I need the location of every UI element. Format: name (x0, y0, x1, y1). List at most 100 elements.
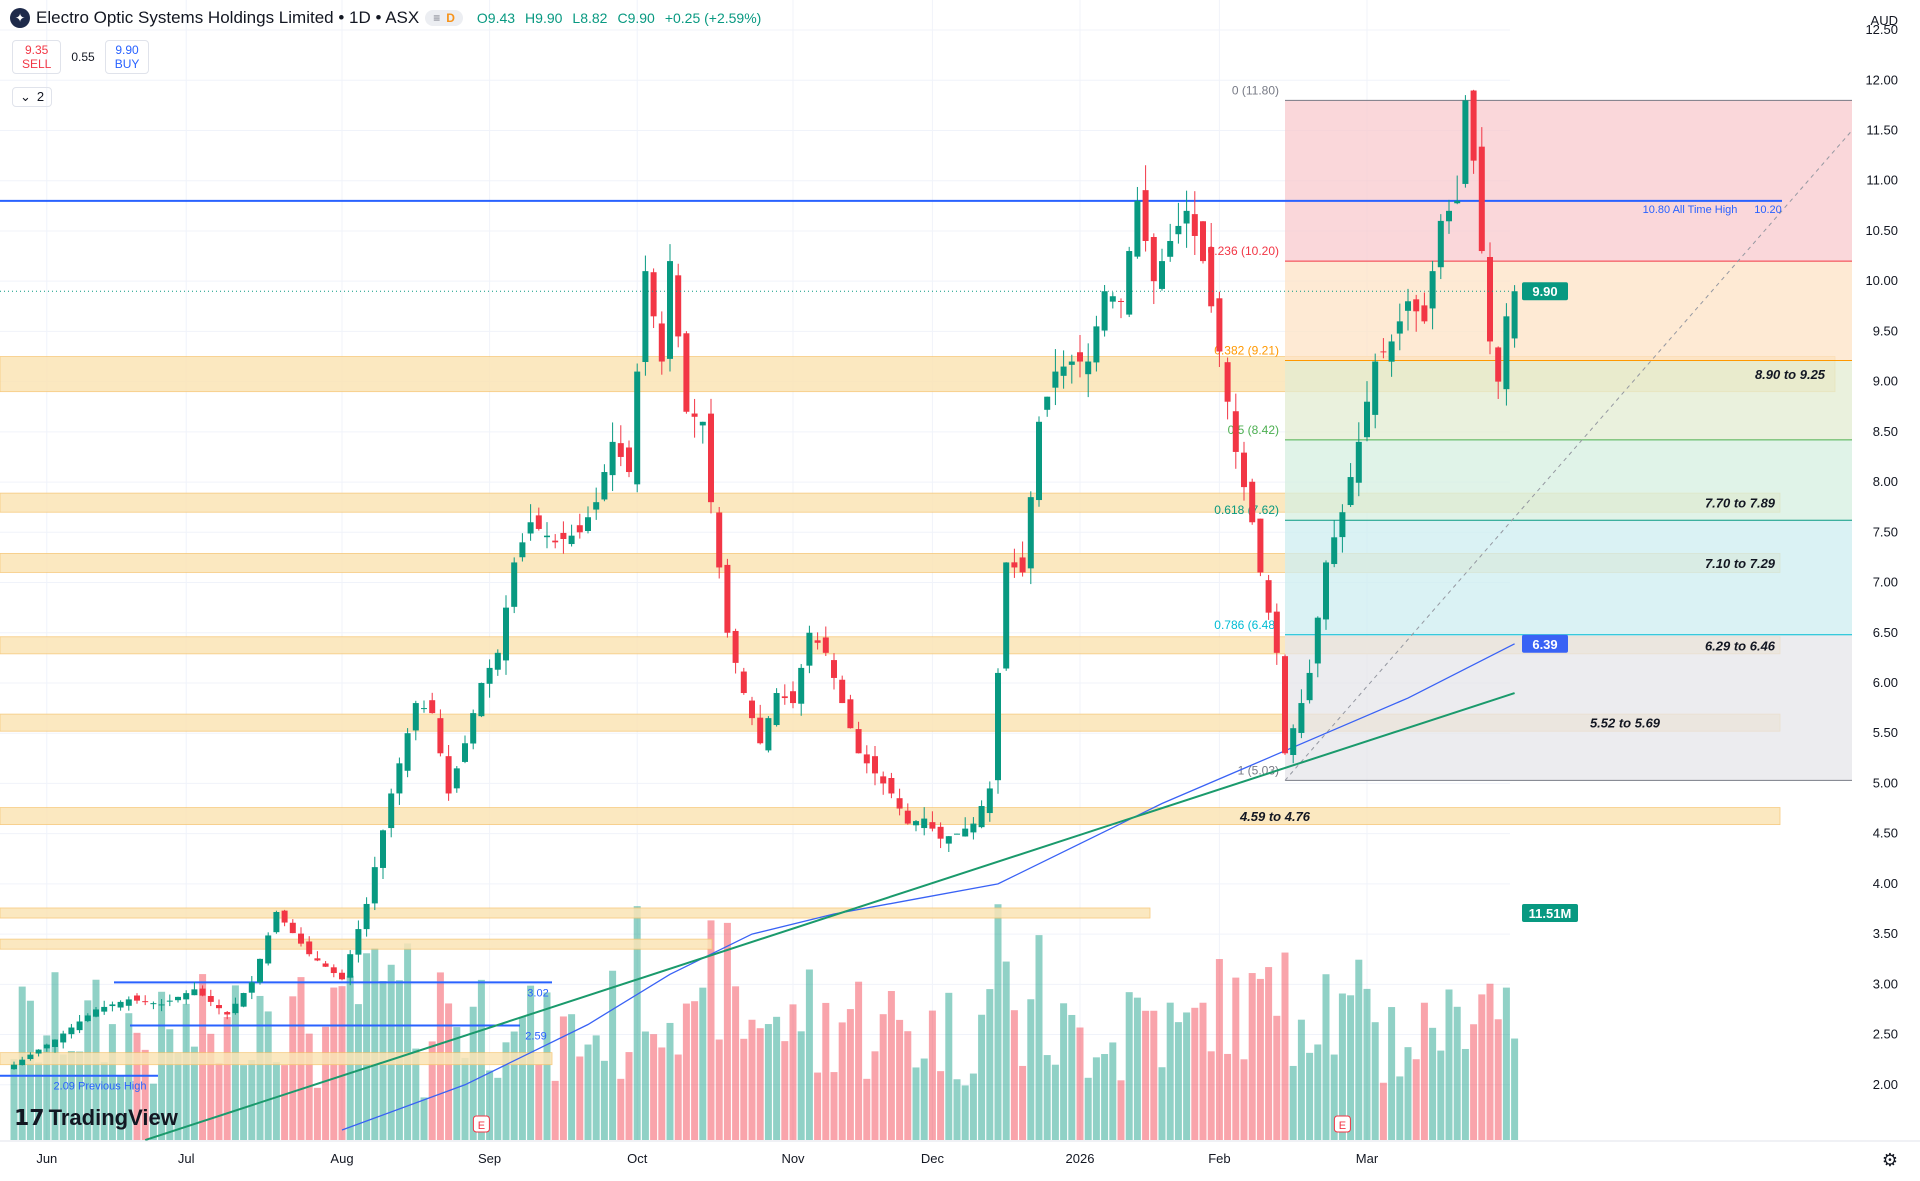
candle-body (453, 768, 460, 789)
candle-body (125, 999, 132, 1006)
candle-body (339, 972, 345, 980)
volume-bar (994, 904, 1002, 1140)
volume-bar (1117, 1080, 1125, 1140)
volume-bar (1232, 977, 1240, 1140)
candle-body (1282, 656, 1288, 754)
indicators-toggle[interactable]: ⌄ 2 (12, 87, 53, 107)
volume-bar (1396, 1076, 1404, 1140)
candle-body (1060, 366, 1067, 376)
candle-body (626, 447, 632, 473)
support-zone (0, 1052, 553, 1066)
candle-body (1372, 361, 1379, 415)
candle-body (314, 958, 321, 961)
volume-bar (207, 1033, 215, 1140)
candle-body (462, 743, 468, 762)
volume-bar (830, 1072, 838, 1140)
horizontal-line-label: 2.59 (525, 1031, 546, 1043)
volume-bar (35, 1062, 43, 1140)
y-tick-label: 12.00 (1865, 72, 1898, 87)
candle-body (913, 821, 919, 826)
candle-body (970, 823, 977, 833)
volume-bar (896, 1019, 904, 1140)
candle-body (1068, 361, 1075, 365)
volume-bar (412, 1048, 420, 1140)
gear-icon[interactable]: ⚙ (1881, 1150, 1898, 1170)
chart-header: ✦ Electro Optic Systems Holdings Limited… (10, 8, 761, 28)
symbol-title[interactable]: Electro Optic Systems Holdings Limited •… (36, 8, 420, 27)
candle-body (1101, 291, 1108, 331)
candle-body (1314, 617, 1321, 664)
volume-bar (510, 1031, 518, 1140)
candle-body (1503, 316, 1510, 390)
candle-body (986, 788, 993, 814)
candle-body (1011, 562, 1018, 568)
volume-bar (84, 1000, 92, 1140)
candle-body (1142, 190, 1149, 241)
volume-bar (1035, 935, 1043, 1140)
x-tick-label: Sep (478, 1151, 501, 1166)
candle-body (1405, 301, 1411, 311)
sell-button[interactable]: 9.35 SELL (12, 40, 62, 74)
y-tick-label: 7.50 (1873, 524, 1898, 539)
volume-bar (445, 1003, 453, 1140)
volume-bar (453, 1027, 461, 1140)
candle-body (158, 1004, 165, 1006)
candle-body (1339, 512, 1346, 538)
volume-bar (723, 922, 731, 1140)
volume-bar (781, 1041, 789, 1140)
candle-body (109, 1004, 116, 1007)
volume-bar (887, 991, 895, 1140)
volume-bar (1265, 967, 1273, 1140)
volume-bar (1101, 1054, 1109, 1140)
candle-body (1044, 396, 1051, 410)
volume-bar (1494, 1019, 1502, 1140)
fib-level-label: 0.382 (9.21) (1214, 344, 1279, 358)
volume-bar (1297, 1019, 1305, 1140)
volume-bar (1306, 1052, 1314, 1140)
volume-bar (1502, 987, 1510, 1140)
last-price-badge-bg (1522, 282, 1568, 301)
y-tick-label: 6.50 (1873, 625, 1898, 640)
earnings-marker-label: E (1339, 1120, 1346, 1132)
y-tick-label: 10.50 (1865, 223, 1898, 238)
volume-bar (1322, 974, 1330, 1140)
candle-body (519, 542, 526, 558)
fib-level-label: 0.786 (6.48) (1214, 618, 1279, 632)
candle-body (412, 703, 419, 731)
volume-bar (1019, 1065, 1027, 1140)
candle-body (1265, 580, 1272, 613)
volume-bar (518, 1016, 526, 1140)
candle-body (166, 1000, 173, 1002)
candle-body (1085, 361, 1092, 375)
candle-body (749, 700, 755, 719)
volume-bar (1486, 983, 1494, 1140)
low-value: L8.82 (572, 10, 608, 26)
candle-body (355, 929, 362, 955)
tradingview-logo[interactable]: 𝟭𝟳 TradingView (14, 1105, 178, 1131)
candle-body (576, 525, 583, 533)
volume-bar (551, 1080, 559, 1140)
currency-label[interactable]: AUD (1870, 13, 1898, 28)
candle-body (1429, 271, 1436, 309)
candle-body (273, 912, 280, 933)
buy-button[interactable]: 9.90 BUY (104, 40, 150, 74)
volume-bar (182, 1003, 190, 1140)
symbol-status-pill[interactable]: ≡ D (425, 10, 463, 26)
candle-body (380, 830, 386, 868)
volume-bar (1191, 1007, 1199, 1140)
fib-level-label: 0 (11.80) (1232, 83, 1279, 97)
volume-bar (363, 953, 371, 1140)
candle-body (478, 682, 485, 717)
volume-bar (928, 1010, 936, 1140)
y-tick-label: 4.00 (1873, 876, 1898, 891)
volume-bar (108, 1024, 116, 1140)
candle-body (593, 502, 600, 510)
support-zone (0, 807, 1781, 826)
x-tick-label: Mar (1356, 1151, 1379, 1166)
volume-bar (166, 1029, 174, 1140)
volume-bar (1470, 1024, 1478, 1140)
candle-body (1347, 477, 1354, 506)
x-tick-label: Feb (1208, 1151, 1230, 1166)
volume-bar (1240, 1059, 1248, 1140)
